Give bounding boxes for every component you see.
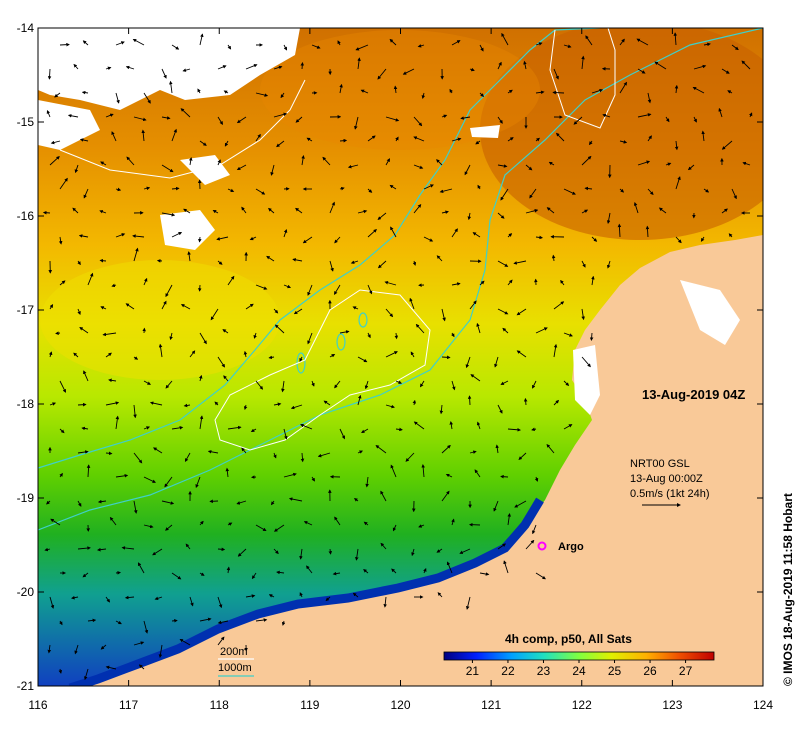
lat-tick-label: -17 — [17, 303, 35, 317]
sst-map: 116 117 118 119 120 121 122 123 124 -14 -15 -16 -17… — [0, 0, 799, 728]
lat-tick-label: -20 — [17, 585, 35, 599]
lon-tick-label: 116 — [28, 698, 47, 712]
lat-tick-label: -18 — [17, 397, 35, 411]
current-info-line1: NRT00 GSL — [630, 458, 690, 470]
current-arrow — [340, 140, 346, 141]
colorbar-tick-label: 26 — [643, 664, 657, 678]
argo-label: Argo — [558, 541, 584, 553]
lon-tick-label: 121 — [481, 698, 501, 712]
current-arrow — [49, 69, 50, 79]
current-arrow — [302, 63, 303, 69]
current-arrow — [396, 333, 397, 338]
lon-tick-label: 124 — [753, 698, 773, 712]
current-arrow — [78, 405, 86, 406]
current-arrow — [330, 549, 331, 554]
lat-tick-label: -14 — [17, 21, 35, 35]
lon-tick-label: 120 — [390, 698, 410, 712]
current-arrow — [553, 92, 564, 93]
lon-tick-label: 117 — [119, 698, 138, 712]
current-arrow — [501, 477, 508, 478]
colorbar-tick-label: 24 — [572, 664, 586, 678]
colorbar-tick-label: 21 — [466, 664, 480, 678]
lat-tick-label: -19 — [17, 491, 35, 505]
current-arrow — [56, 333, 60, 334]
warm-patch — [480, 20, 799, 240]
legend-1000m-label: 1000m — [218, 662, 252, 674]
lat-tick-label: -15 — [17, 115, 35, 129]
lon-tick-label: 123 — [662, 698, 682, 712]
current-arrow — [106, 453, 112, 454]
lon-tick-label: 119 — [300, 698, 319, 712]
colorbar-tick-label: 27 — [679, 664, 693, 678]
lon-tick-label: 122 — [572, 698, 592, 712]
colorbar-tick-label: 23 — [537, 664, 551, 678]
lat-tick-label: -21 — [17, 679, 35, 693]
credit-text: © IMOS 18-Aug-2019 11:58 Hobart — [781, 493, 795, 686]
current-arrow — [60, 45, 69, 46]
current-arrow — [525, 399, 526, 405]
current-info-line3: 0.5m/s (1kt 24h) — [630, 488, 709, 500]
current-arrow — [442, 357, 450, 358]
colorbar — [444, 652, 714, 660]
lon-tick-label: 118 — [210, 698, 229, 712]
current-arrow — [172, 621, 177, 622]
colorbar-title: 4h comp, p50, All Sats — [505, 632, 632, 646]
current-arrow — [591, 333, 592, 340]
current-arrow — [44, 213, 50, 214]
current-arrow — [470, 396, 471, 405]
current-arrow — [100, 260, 106, 261]
lat-tick-label: -16 — [17, 209, 35, 223]
current-arrow — [218, 549, 224, 550]
legend-200m-label: 200m — [220, 646, 248, 658]
current-info-line2: 13-Aug 00:00Z — [630, 473, 703, 485]
current-arrow — [116, 573, 120, 574]
colorbar-tick-label: 22 — [501, 664, 515, 678]
colorbar-tick-label: 25 — [608, 664, 622, 678]
date-label: 13-Aug-2019 04Z — [642, 387, 745, 402]
current-arrow — [200, 237, 201, 242]
